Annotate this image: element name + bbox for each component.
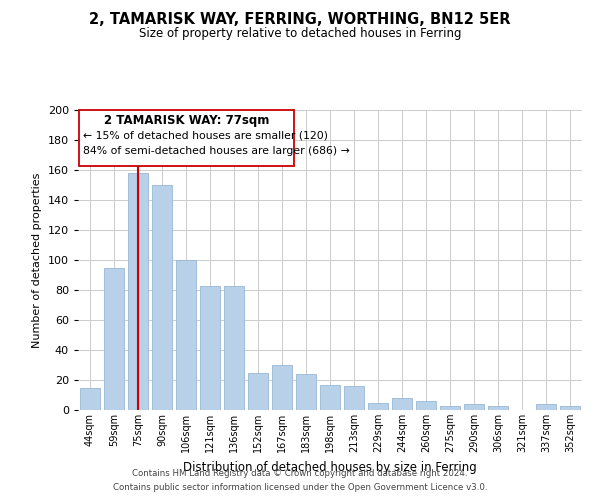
- Text: Contains public sector information licensed under the Open Government Licence v3: Contains public sector information licen…: [113, 484, 487, 492]
- Bar: [368, 402, 388, 410]
- Y-axis label: Number of detached properties: Number of detached properties: [32, 172, 42, 348]
- FancyBboxPatch shape: [79, 110, 294, 166]
- Bar: [440, 406, 460, 410]
- Bar: [344, 386, 364, 410]
- Bar: [80, 388, 100, 410]
- Bar: [536, 404, 556, 410]
- Text: 2, TAMARISK WAY, FERRING, WORTHING, BN12 5ER: 2, TAMARISK WAY, FERRING, WORTHING, BN12…: [89, 12, 511, 28]
- Text: Size of property relative to detached houses in Ferring: Size of property relative to detached ho…: [139, 28, 461, 40]
- Bar: [464, 404, 484, 410]
- Bar: [416, 401, 436, 410]
- Text: ← 15% of detached houses are smaller (120): ← 15% of detached houses are smaller (12…: [83, 130, 328, 140]
- Bar: [176, 260, 196, 410]
- Bar: [248, 372, 268, 410]
- Text: 2 TAMARISK WAY: 77sqm: 2 TAMARISK WAY: 77sqm: [104, 114, 269, 127]
- Text: Contains HM Land Registry data © Crown copyright and database right 2024.: Contains HM Land Registry data © Crown c…: [132, 468, 468, 477]
- Bar: [272, 365, 292, 410]
- X-axis label: Distribution of detached houses by size in Ferring: Distribution of detached houses by size …: [183, 460, 477, 473]
- Bar: [296, 374, 316, 410]
- Bar: [392, 398, 412, 410]
- Bar: [200, 286, 220, 410]
- Bar: [152, 185, 172, 410]
- Bar: [224, 286, 244, 410]
- Text: 84% of semi-detached houses are larger (686) →: 84% of semi-detached houses are larger (…: [83, 146, 350, 156]
- Bar: [488, 406, 508, 410]
- Bar: [104, 268, 124, 410]
- Bar: [560, 406, 580, 410]
- Bar: [320, 384, 340, 410]
- Bar: [128, 173, 148, 410]
